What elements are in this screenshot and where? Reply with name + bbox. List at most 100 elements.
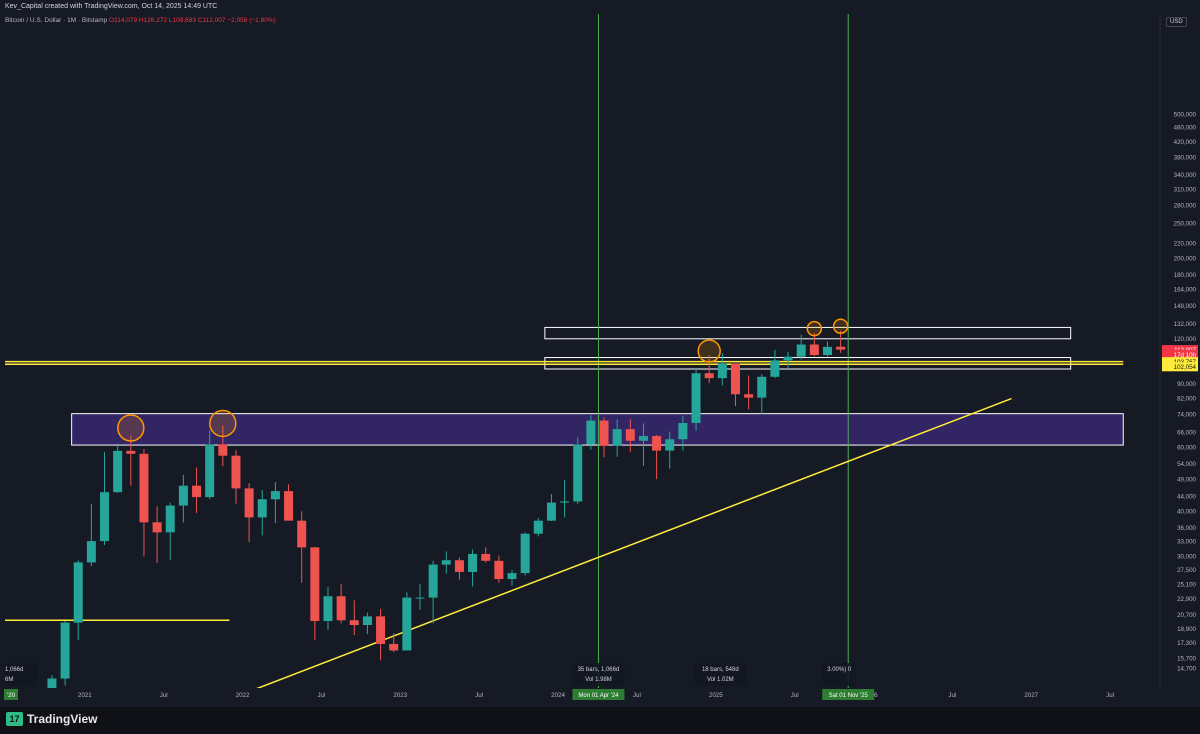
candle-body — [586, 420, 596, 445]
candle-body — [744, 394, 754, 398]
measure-text: Vol 1.98M — [585, 677, 612, 683]
measure-text: Vol 1.02M — [707, 677, 734, 683]
candle — [678, 415, 688, 451]
x-tick-label: 2027 — [1024, 692, 1038, 699]
highlight-circle — [697, 339, 721, 363]
y-tick-label: 17,300 — [1177, 640, 1196, 647]
tradingview-brand: TradingView — [27, 712, 98, 726]
y-tick-label: 33,000 — [1177, 539, 1196, 546]
y-tick-label: 500,000 — [1174, 112, 1197, 119]
candle — [809, 333, 819, 357]
candle — [152, 506, 162, 563]
candle-body — [323, 596, 333, 622]
date-badge — [572, 689, 625, 700]
candle-body — [638, 436, 648, 441]
measure-box — [822, 663, 857, 686]
measure-box — [4, 663, 38, 686]
y-tick-label: 250,000 — [1174, 220, 1197, 227]
candle-body — [389, 643, 399, 651]
candle — [612, 419, 622, 457]
highlight-circle — [209, 409, 237, 438]
y-tick-label: 66,000 — [1177, 430, 1196, 437]
candle — [297, 511, 307, 583]
candle-body — [757, 376, 767, 398]
symbol-legend: Bitcoin / U.S. Dollar · 1M · Bitstamp O1… — [5, 17, 276, 24]
candle-body — [415, 597, 425, 599]
candle-body — [428, 564, 438, 598]
y-tick-label: 36,000 — [1177, 525, 1196, 532]
candle — [126, 435, 136, 486]
candle — [86, 504, 96, 567]
candle-body — [60, 622, 70, 679]
candle-body — [152, 522, 162, 533]
candle-body — [402, 597, 412, 651]
y-tick-label: 310,000 — [1174, 187, 1197, 194]
candle — [599, 417, 609, 458]
candle — [546, 493, 556, 522]
candle-body — [376, 616, 386, 644]
candle — [139, 448, 149, 557]
candle — [481, 547, 491, 563]
candle-body — [441, 560, 451, 565]
candle-body — [730, 363, 740, 395]
candle-body — [349, 620, 359, 626]
y-tick-label: 54,000 — [1177, 461, 1196, 468]
candle — [257, 490, 267, 536]
candle — [60, 621, 70, 686]
candle — [362, 612, 372, 635]
supply-zone — [544, 357, 1072, 370]
measure-text: 6M — [5, 677, 13, 683]
candle — [310, 546, 320, 641]
x-tick-label: Jul — [475, 692, 483, 699]
y-tick-label: 44,000 — [1177, 493, 1196, 500]
candle — [165, 502, 175, 561]
y-tick-label: 25,100 — [1177, 582, 1196, 589]
candle-body — [507, 573, 517, 580]
candle — [783, 351, 793, 371]
candle — [691, 368, 701, 431]
y-tick-label: 20,700 — [1177, 612, 1196, 619]
candle — [704, 354, 714, 384]
candle-body — [717, 363, 727, 379]
highlight-circle — [117, 414, 145, 442]
y-tick-label: 60,000 — [1177, 445, 1196, 452]
currency-label[interactable]: USD — [1166, 17, 1187, 27]
candle — [415, 583, 425, 610]
candle — [638, 423, 648, 466]
candle — [770, 349, 780, 379]
candle-body — [192, 485, 202, 498]
y-tick-label: 280,000 — [1174, 203, 1197, 210]
candle-body — [336, 596, 346, 621]
measure-annotation: 18 bars, 548d Vol 1.02M — [694, 663, 747, 686]
ohlc-values: O114,079 H126,272 L109,683 C112,007 −2,0… — [109, 17, 276, 24]
candle — [717, 353, 727, 386]
y-tick-label: 90,000 — [1177, 381, 1196, 388]
x-tick-label: 2024 — [551, 692, 565, 699]
candle-body — [665, 439, 675, 451]
price-label: 102,054 — [1174, 364, 1197, 371]
candle-body — [809, 344, 819, 356]
symbol-name: Bitcoin / U.S. Dollar · 1M · Bitstamp — [5, 17, 108, 24]
candle — [323, 587, 333, 630]
candle-body — [704, 373, 714, 379]
y-tick-label: 120,000 — [1174, 336, 1197, 343]
x-tick-label: 2025 — [709, 692, 723, 699]
created-by-text: Kev_Capital created with TradingView.com… — [5, 3, 218, 10]
candle-body — [573, 444, 583, 502]
y-tick-label: 27,500 — [1177, 567, 1196, 574]
measure-text: 35 bars, 1,066d — [578, 667, 620, 673]
measure-annotation: 3.00%) 0 — [822, 663, 857, 686]
candle-body — [126, 450, 136, 454]
measure-annotation: 35 bars, 1,066d Vol 1.98M — [572, 663, 625, 686]
candle-body — [520, 533, 530, 574]
highlight-circle — [832, 318, 849, 334]
x-tick-label: Jul — [1106, 692, 1114, 699]
candle-body — [836, 346, 846, 350]
candle-body — [822, 346, 832, 356]
candle-body — [783, 356, 793, 361]
tradingview-logo[interactable]: 17 TradingView — [6, 712, 97, 726]
candle-body — [284, 491, 294, 521]
measure-text: 3.00%) 0 — [827, 667, 852, 673]
candle — [573, 437, 583, 505]
